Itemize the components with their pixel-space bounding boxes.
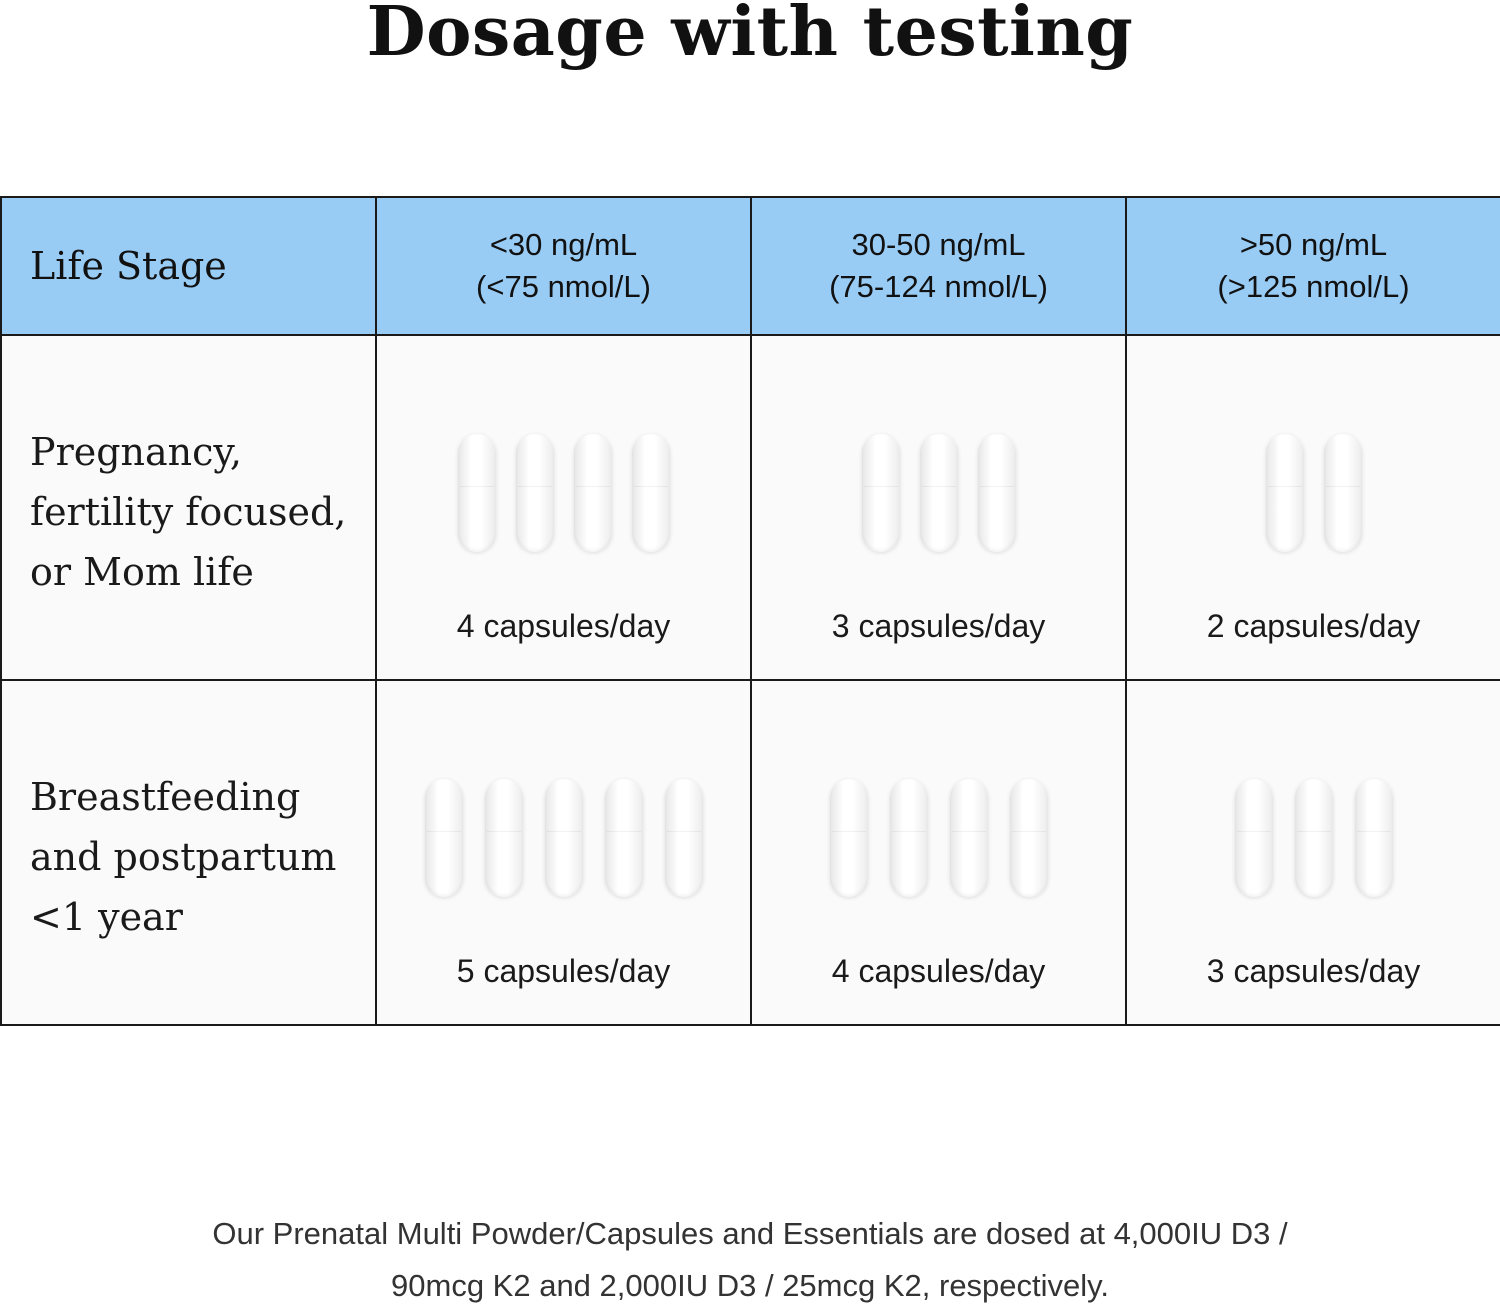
dose-label: 4 capsules/day [456,608,671,644]
capsule-group [377,432,750,554]
header-level-mid-nmol: (75-124 nmol/L) [829,269,1048,304]
capsule-group [377,777,750,899]
capsule-icon [604,779,643,897]
life-stage-cell: Pregnancy, fertility focused, or Mom lif… [0,334,377,681]
capsule-icon [829,779,868,897]
life-stage-cell: Breastfeeding and postpartum <1 year [0,679,377,1026]
footnote: Our Prenatal Multi Powder/Capsules and E… [0,1208,1500,1312]
life-stage-line: Pregnancy, [30,430,242,474]
dose-cell: 4 capsules/day [375,334,752,681]
table-row-pregnancy: Pregnancy, fertility focused, or Mom lif… [0,334,1500,681]
capsule-icon [1354,779,1393,897]
dose-label: 3 capsules/day [1206,953,1421,989]
capsule-icon [889,779,928,897]
dose-cell: 2 capsules/day [1125,334,1500,681]
capsule-group [1127,777,1500,899]
capsule-icon [1323,434,1362,552]
capsule-icon [424,779,463,897]
capsule-icon [544,779,583,897]
capsule-icon [515,434,554,552]
header-level-low-ngml: <30 ng/mL [489,227,638,262]
capsule-icon [861,434,900,552]
capsule-icon [664,779,703,897]
life-stage-line: or Mom life [30,550,254,594]
dose-cell: 3 capsules/day [750,334,1127,681]
capsule-icon [977,434,1016,552]
capsule-icon [919,434,958,552]
table-header-row: Life Stage <30 ng/mL (<75 nmol/L) 30-50 … [0,196,1500,336]
capsule-icon [1265,434,1304,552]
capsule-icon [1234,779,1273,897]
header-level-high: >50 ng/mL (>125 nmol/L) [1125,196,1500,336]
dose-label: 4 capsules/day [831,953,1046,989]
dose-cell: 3 capsules/day [1125,679,1500,1026]
dose-cell: 5 capsules/day [375,679,752,1026]
header-level-mid: 30-50 ng/mL (75-124 nmol/L) [750,196,1127,336]
capsule-group [752,777,1125,899]
header-level-high-ngml: >50 ng/mL [1239,227,1388,262]
header-level-low-nmol: (<75 nmol/L) [476,269,651,304]
footnote-line: 90mcg K2 and 2,000IU D3 / 25mcg K2, resp… [391,1268,1109,1303]
life-stage-line: fertility focused, [30,490,347,534]
capsule-icon [484,779,523,897]
dose-label: 3 capsules/day [831,608,1046,644]
dose-label: 2 capsules/day [1206,608,1421,644]
dose-label: 5 capsules/day [456,953,671,989]
life-stage-line: Breastfeeding [30,775,301,819]
capsule-icon [573,434,612,552]
life-stage-line: and postpartum [30,835,337,879]
page-title: Dosage with testing [366,0,1134,72]
capsule-icon [1009,779,1048,897]
life-stage-line: <1 year [30,895,183,939]
header-level-mid-ngml: 30-50 ng/mL [851,227,1026,262]
footnote-line: Our Prenatal Multi Powder/Capsules and E… [212,1216,1288,1251]
capsule-group [752,432,1125,554]
header-life-stage: Life Stage [0,196,377,336]
header-level-low: <30 ng/mL (<75 nmol/L) [375,196,752,336]
dosage-table: Life Stage <30 ng/mL (<75 nmol/L) 30-50 … [0,196,1500,1026]
capsule-icon [1294,779,1333,897]
header-level-high-nmol: (>125 nmol/L) [1217,269,1410,304]
capsule-icon [631,434,670,552]
capsule-icon [949,779,988,897]
capsule-icon [457,434,496,552]
capsule-group [1127,432,1500,554]
table-row-breastfeeding: Breastfeeding and postpartum <1 year 5 c… [0,679,1500,1026]
dose-cell: 4 capsules/day [750,679,1127,1026]
